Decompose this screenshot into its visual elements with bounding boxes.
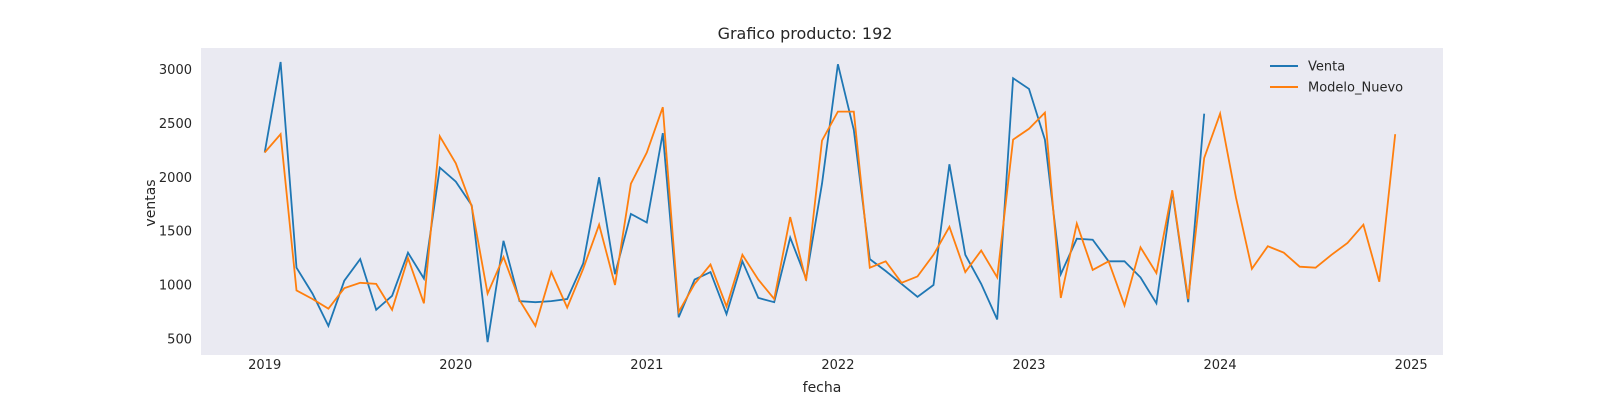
legend: Venta Modelo_Nuevo	[1270, 60, 1403, 96]
series-line-1	[264, 106, 1397, 329]
y-axis-label: ventas	[143, 179, 159, 226]
y-axis-ticks: 500 1000 1500 2000 2500 3000	[159, 63, 192, 347]
y-tick-label: 500	[167, 332, 192, 347]
x-tick-label: 2021	[630, 358, 663, 373]
series-line-0	[263, 61, 1206, 343]
x-axis-ticks: 2019 2020 2021 2022 2023 2024 2025	[248, 355, 1428, 373]
x-axis-label: fecha	[803, 380, 842, 396]
y-tick-label: 3000	[159, 63, 192, 78]
x-tick-label: 2022	[821, 358, 854, 373]
x-tick-label: 2023	[1012, 358, 1045, 373]
y-tick-label: 2000	[159, 171, 192, 186]
legend-label-0: Venta	[1308, 60, 1345, 75]
chart-title: Grafico producto: 192	[718, 24, 893, 43]
y-tick-label: 1000	[159, 278, 192, 293]
plot-area	[201, 48, 1443, 355]
legend-label-1: Modelo_Nuevo	[1308, 81, 1403, 96]
x-tick-label: 2025	[1395, 358, 1428, 373]
x-tick-label: 2020	[439, 358, 472, 373]
series-lines	[263, 61, 1397, 343]
x-tick-label: 2024	[1204, 358, 1237, 373]
y-tick-label: 2500	[159, 117, 192, 132]
y-tick-label: 1500	[159, 225, 192, 240]
x-tick-label: 2019	[248, 358, 281, 373]
